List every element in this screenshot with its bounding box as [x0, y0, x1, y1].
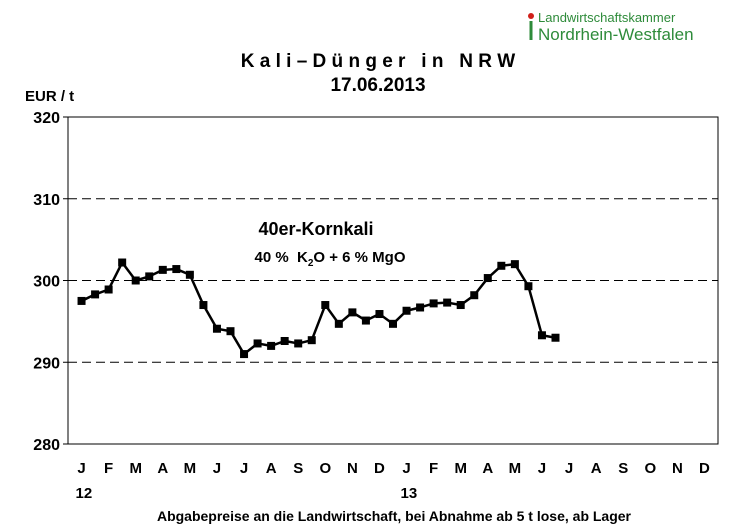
- y-tick-labels: 280 290 300 310 320: [33, 110, 68, 454]
- data-point: [470, 291, 479, 300]
- annotation-formula: 40 % K2O + 6 % MgO: [254, 249, 405, 269]
- data-point: [375, 310, 384, 319]
- x-tick-label: J: [402, 460, 410, 477]
- logo: Landwirtschaftskammer Nordrhein-Westfale…: [528, 8, 748, 48]
- x-tick-label: J: [538, 460, 546, 477]
- annotation-title: 40er-Kornkali: [258, 219, 373, 239]
- data-point: [172, 265, 181, 274]
- chart-title: K a l i – D ü n g e r i n N R W: [241, 51, 516, 72]
- x-axis-label: Abgabepreise an die Landwirtschaft, bei …: [157, 508, 632, 524]
- chart-subtitle: 17.06.2013: [330, 75, 425, 96]
- x-tick-label: F: [429, 460, 438, 477]
- data-point: [361, 316, 370, 325]
- data-point: [267, 341, 276, 350]
- x-tick-label: M: [509, 460, 522, 477]
- data-point: [524, 282, 533, 291]
- data-point: [294, 339, 303, 348]
- data-point: [402, 306, 411, 315]
- y-tick-label: 280: [33, 437, 60, 454]
- series-markers: [77, 258, 560, 359]
- x-tick-label: N: [347, 460, 358, 477]
- data-point: [185, 270, 194, 279]
- x-tick-label: A: [157, 460, 168, 477]
- data-point: [212, 324, 221, 333]
- x-tick-label: J: [213, 460, 221, 477]
- x-tick-label: M: [129, 460, 142, 477]
- x-tick-label: S: [293, 460, 303, 477]
- data-point: [510, 260, 519, 269]
- data-point: [158, 265, 167, 274]
- data-point: [118, 258, 127, 267]
- annotation-formula-sub: 2: [308, 258, 314, 269]
- data-point: [226, 327, 235, 336]
- logo-text-line1: Landwirtschaftskammer: [538, 10, 676, 25]
- data-point: [77, 296, 86, 305]
- y-tick-label: 310: [33, 192, 60, 209]
- data-point: [199, 301, 208, 310]
- logo-leaf-icon: [528, 13, 534, 40]
- y-tick-label: 320: [33, 110, 60, 127]
- data-point: [131, 276, 140, 285]
- data-point: [145, 272, 154, 281]
- x-tick-label: A: [482, 460, 493, 477]
- y-axis-label: EUR / t: [25, 88, 74, 105]
- x-tick-label: O: [319, 460, 331, 477]
- data-point: [307, 336, 316, 345]
- year-label: 13: [401, 485, 418, 502]
- data-point: [483, 274, 492, 283]
- data-point: [443, 298, 452, 307]
- x-tick-label: J: [77, 460, 85, 477]
- data-point: [551, 333, 560, 342]
- data-point: [389, 319, 397, 328]
- x-tick-label: D: [374, 460, 385, 477]
- data-point: [253, 339, 262, 348]
- annotation-formula-b: O + 6 % MgO: [313, 249, 405, 266]
- grid-lines: [68, 198, 718, 363]
- x-tick-label: J: [565, 460, 573, 477]
- data-point: [91, 290, 100, 299]
- data-point: [334, 319, 343, 328]
- x-tick-labels: J F M A M J J A S O N D J F M A M J J A S O N D12 13: [76, 460, 710, 502]
- annotation-formula-a: 40 % K: [254, 249, 308, 266]
- data-point: [104, 285, 113, 294]
- data-point: [321, 301, 330, 310]
- data-point: [497, 261, 506, 270]
- data-point: [280, 336, 289, 345]
- data-point: [416, 303, 425, 312]
- year-label: 12: [76, 485, 93, 502]
- x-tick-label: O: [644, 460, 656, 477]
- x-tick-label: A: [591, 460, 602, 477]
- x-tick-label: M: [454, 460, 467, 477]
- x-tick-label: M: [184, 460, 197, 477]
- x-tick-label: F: [104, 460, 113, 477]
- x-tick-label: N: [672, 460, 683, 477]
- x-tick-label: J: [240, 460, 248, 477]
- x-tick-label: S: [618, 460, 628, 477]
- logo-text-line2: Nordrhein-Westfalen: [538, 25, 694, 44]
- annotation: 40er-Kornkali 40 % K2O + 6 % MgO: [254, 219, 405, 269]
- data-point: [240, 350, 249, 359]
- data-point: [537, 331, 546, 340]
- data-point: [429, 299, 438, 308]
- data-point: [348, 308, 357, 317]
- y-tick-label: 300: [33, 274, 60, 291]
- x-tick-label: A: [266, 460, 277, 477]
- data-point: [456, 301, 465, 310]
- x-tick-label: D: [699, 460, 710, 477]
- y-tick-label: 290: [33, 355, 60, 372]
